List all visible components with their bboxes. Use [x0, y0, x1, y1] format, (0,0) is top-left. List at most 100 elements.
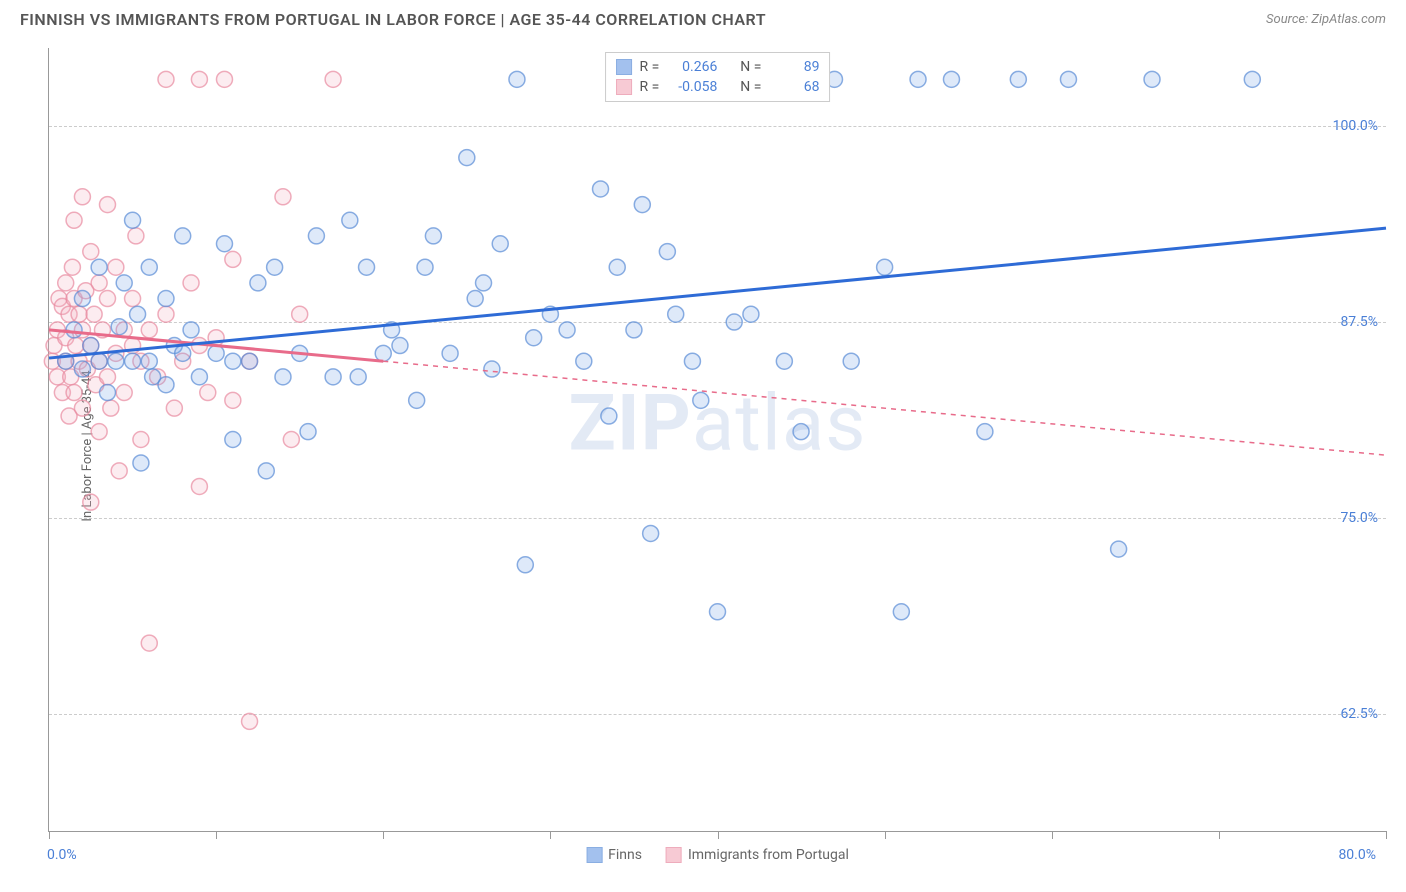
finns-point [634, 197, 650, 213]
finns-point [242, 353, 258, 369]
finns-point [593, 181, 609, 197]
finns-point [375, 345, 391, 361]
finns-point [99, 385, 115, 401]
finns-point [576, 353, 592, 369]
finns-point [668, 306, 684, 322]
finns-point [74, 361, 90, 377]
scatter-plot-svg [49, 48, 1386, 831]
portugal-swatch [616, 79, 632, 95]
finns-point [141, 259, 157, 275]
x-origin-label: 0.0% [47, 847, 77, 863]
finns-point [442, 345, 458, 361]
finns-point [843, 353, 859, 369]
portugal-point [283, 432, 299, 448]
finns-point [1060, 71, 1076, 87]
finns-point [484, 361, 500, 377]
finns-point [216, 236, 232, 252]
finns-point [111, 319, 127, 335]
source-attribution: Source: ZipAtlas.com [1266, 12, 1386, 27]
finns-point [141, 353, 157, 369]
legend: Finns Immigrants from Portugal [586, 847, 849, 863]
finns-point [225, 432, 241, 448]
n-label: N = [740, 59, 761, 75]
finns-point [601, 408, 617, 424]
portugal-r-value: -0.058 [667, 79, 717, 95]
portugal-point [242, 713, 258, 729]
x-max-label: 80.0% [1338, 847, 1376, 863]
finns-point [267, 259, 283, 275]
portugal-point [86, 306, 102, 322]
portugal-point [225, 251, 241, 267]
finns-point [943, 71, 959, 87]
portugal-legend-label: Immigrants from Portugal [688, 847, 849, 863]
portugal-point [216, 71, 232, 87]
finns-point [125, 212, 141, 228]
finns-legend-swatch [586, 847, 602, 863]
portugal-point [200, 385, 216, 401]
finns-swatch [616, 59, 632, 75]
portugal-point [91, 275, 107, 291]
chart-plot-area: 62.5%75.0%87.5%100.0% ZIPatlas R = 0.266… [48, 48, 1386, 832]
legend-item-finns: Finns [586, 847, 642, 863]
portugal-point [74, 400, 90, 416]
portugal-point [191, 71, 207, 87]
portugal-point [141, 635, 157, 651]
correlation-stats-panel: R = 0.266 N = 89 R = -0.058 N = 68 [605, 52, 831, 102]
portugal-point [64, 259, 80, 275]
finns-point [726, 314, 742, 330]
finns-point [492, 236, 508, 252]
portugal-point [125, 291, 141, 307]
finns-point [175, 345, 191, 361]
finns-point [175, 228, 191, 244]
finns-point [626, 322, 642, 338]
finns-point [158, 377, 174, 393]
legend-item-portugal: Immigrants from Portugal [666, 847, 849, 863]
finns-point [342, 212, 358, 228]
finns-point [66, 322, 82, 338]
finns-point [116, 275, 132, 291]
finns-point [425, 228, 441, 244]
portugal-point [83, 244, 99, 260]
portugal-point [68, 338, 84, 354]
finns-point [743, 306, 759, 322]
chart-title: FINNISH VS IMMIGRANTS FROM PORTUGAL IN L… [20, 10, 766, 29]
portugal-point [158, 306, 174, 322]
portugal-point [103, 400, 119, 416]
portugal-point [71, 306, 87, 322]
portugal-n-value: 68 [769, 79, 819, 95]
n-label: N = [740, 79, 761, 95]
finns-point [308, 228, 324, 244]
regression-line [49, 228, 1386, 358]
finns-point [793, 424, 809, 440]
finns-point [893, 604, 909, 620]
portugal-point [191, 478, 207, 494]
regression-line-dashed [383, 361, 1386, 455]
finns-point [659, 244, 675, 260]
portugal-point [99, 291, 115, 307]
portugal-point [225, 392, 241, 408]
finns-point [91, 353, 107, 369]
portugal-point [111, 463, 127, 479]
finns-n-value: 89 [769, 59, 819, 75]
finns-point [183, 322, 199, 338]
finns-point [517, 557, 533, 573]
finns-point [476, 275, 492, 291]
finns-point [191, 369, 207, 385]
stats-row-portugal: R = -0.058 N = 68 [616, 77, 820, 97]
finns-point [977, 424, 993, 440]
finns-point [910, 71, 926, 87]
portugal-point [83, 494, 99, 510]
finns-point [108, 353, 124, 369]
finns-point [208, 345, 224, 361]
finns-point [467, 291, 483, 307]
portugal-point [292, 306, 308, 322]
finns-point [776, 353, 792, 369]
portugal-legend-swatch [666, 847, 682, 863]
finns-point [609, 259, 625, 275]
portugal-point [166, 400, 182, 416]
portugal-point [66, 212, 82, 228]
finns-point [643, 525, 659, 541]
portugal-point [91, 424, 107, 440]
finns-point [693, 392, 709, 408]
finns-point [710, 604, 726, 620]
